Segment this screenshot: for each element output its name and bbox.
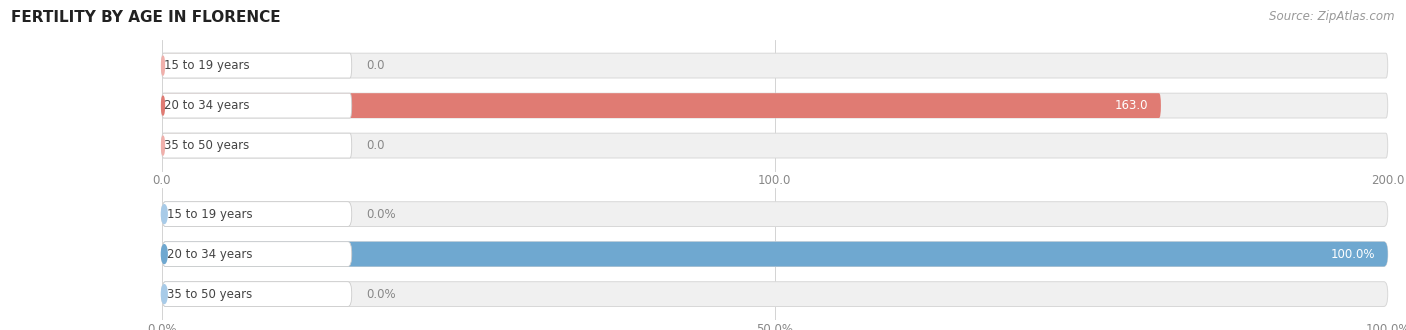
FancyBboxPatch shape: [162, 202, 352, 226]
FancyBboxPatch shape: [162, 202, 1388, 226]
Circle shape: [162, 285, 167, 304]
Text: Source: ZipAtlas.com: Source: ZipAtlas.com: [1270, 10, 1395, 23]
Circle shape: [162, 205, 167, 223]
FancyBboxPatch shape: [162, 133, 1388, 158]
FancyBboxPatch shape: [162, 53, 1388, 78]
FancyBboxPatch shape: [162, 202, 193, 226]
FancyBboxPatch shape: [162, 242, 1388, 267]
Text: 163.0: 163.0: [1115, 99, 1149, 112]
Text: 0.0%: 0.0%: [367, 208, 396, 220]
FancyBboxPatch shape: [162, 133, 352, 158]
Text: 0.0: 0.0: [367, 139, 385, 152]
Text: 35 to 50 years: 35 to 50 years: [167, 288, 253, 301]
FancyBboxPatch shape: [162, 282, 1388, 307]
Text: 100.0%: 100.0%: [1331, 248, 1375, 261]
Circle shape: [162, 96, 165, 115]
Text: 15 to 19 years: 15 to 19 years: [165, 59, 250, 72]
FancyBboxPatch shape: [162, 93, 1388, 118]
FancyBboxPatch shape: [162, 282, 352, 307]
Text: 35 to 50 years: 35 to 50 years: [165, 139, 250, 152]
Circle shape: [162, 245, 167, 264]
FancyBboxPatch shape: [162, 242, 352, 267]
Circle shape: [162, 56, 165, 75]
Text: 20 to 34 years: 20 to 34 years: [167, 248, 253, 261]
FancyBboxPatch shape: [162, 133, 193, 158]
FancyBboxPatch shape: [162, 53, 352, 78]
FancyBboxPatch shape: [162, 53, 193, 78]
Text: FERTILITY BY AGE IN FLORENCE: FERTILITY BY AGE IN FLORENCE: [11, 10, 281, 25]
Text: 20 to 34 years: 20 to 34 years: [165, 99, 250, 112]
Circle shape: [162, 136, 165, 155]
Text: 15 to 19 years: 15 to 19 years: [167, 208, 253, 220]
Text: 0.0%: 0.0%: [367, 288, 396, 301]
Text: 0.0: 0.0: [367, 59, 385, 72]
FancyBboxPatch shape: [162, 282, 193, 307]
FancyBboxPatch shape: [162, 93, 1161, 118]
FancyBboxPatch shape: [162, 242, 1388, 267]
FancyBboxPatch shape: [162, 93, 352, 118]
